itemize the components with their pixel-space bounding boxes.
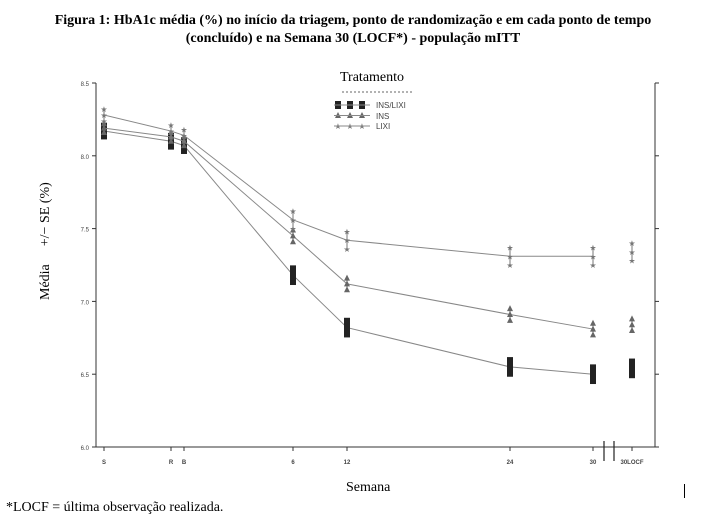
x-tick-label: 6 [291,460,295,466]
point-lixi: ★ [167,127,174,136]
point-lower-lixi: ★ [628,257,635,266]
point-ins [290,232,296,239]
point-lower-ins-lixi [168,141,174,150]
point-upper-lixi: ★ [506,244,513,253]
title-line-2: (concluído) e na Semana 30 (LOCF*) - pop… [185,31,521,46]
point-ins [507,311,513,318]
point-lower-ins [629,327,635,334]
point-ins [629,321,635,328]
point-lower-ins [590,331,596,338]
point-upper-lixi: ★ [289,207,296,216]
point-upper-ins-lixi [290,265,296,274]
x-tick-label: 30LOCF [620,460,643,466]
point-upper-ins-lixi [590,364,596,373]
point-lixi: ★ [343,236,350,245]
point-lixi: ★ [180,131,187,140]
point-lower-ins-lixi [507,368,513,377]
point-lower-lixi: ★ [506,261,513,270]
point-upper-ins [344,274,350,281]
point-lixi: ★ [589,252,596,261]
point-ins [101,124,107,131]
point-lixi: ★ [628,248,635,257]
x-tick-label: 30 [590,460,597,466]
point-lower-ins-lixi [290,277,296,286]
x-tick-label: 12 [344,460,351,466]
point-lixi: ★ [100,111,107,120]
y-axis-label-mean: Média [38,264,53,300]
legend-label-ins-lixi: INS/LIXI [376,101,406,110]
point-lower-ins [168,137,174,144]
y-tick-label: 7.5 [81,228,90,234]
point-lower-ins [181,142,187,149]
point-ins-lixi [507,362,513,371]
point-lower-lixi: ★ [180,137,187,146]
legend-label-ins: INS [376,112,390,121]
y-axis-label-se: +/− SE (%) [38,182,53,247]
corner-mark [684,484,685,498]
point-lower-lixi: ★ [289,225,296,234]
point-lower-lixi: ★ [100,117,107,126]
point-upper-lixi: ★ [343,228,350,237]
y-tick-label: 7.0 [81,300,90,306]
point-upper-ins-lixi [629,358,635,367]
x-axis-label: Semana [346,480,391,495]
point-ins [590,325,596,332]
point-lower-ins [101,129,107,136]
x-tick-label: 24 [507,460,514,466]
legend-title: Tratamento [340,70,405,85]
y-tick-label: 6.0 [81,446,90,452]
point-lixi: ★ [506,252,513,261]
point-lower-ins-lixi [101,131,107,140]
point-upper-lixi: ★ [167,121,174,130]
point-lower-ins-lixi [181,145,187,154]
y-axis-label: Média +/− SE (%) [38,164,54,300]
point-lower-ins [344,286,350,293]
point-upper-ins-lixi [507,357,513,366]
point-upper-lixi: ★ [100,105,107,114]
title-line-1: Figura 1: HbA1c média (%) no início da t… [54,13,652,28]
point-lower-ins-lixi [590,376,596,385]
point-lower-ins-lixi [629,370,635,379]
point-upper-ins [101,120,107,127]
point-ins-lixi [290,271,296,280]
legend-label-lixi: LIXI [376,122,391,131]
point-ins-lixi [344,323,350,332]
x-tick-label: S [102,460,106,466]
point-upper-lixi: ★ [589,244,596,253]
point-ins [344,280,350,287]
point-lower-ins [290,238,296,245]
point-lower-ins-lixi [344,329,350,338]
y-tick-label: 8.0 [81,155,90,161]
point-lixi: ★ [289,216,296,225]
y-tick-label: 6.5 [81,373,90,379]
point-upper-lixi: ★ [628,239,635,248]
point-ins-lixi [590,370,596,379]
point-upper-lixi: ★ [180,126,187,135]
x-tick-label: R [169,460,174,466]
point-ins-lixi [629,364,635,373]
point-upper-ins-lixi [344,317,350,326]
chart-title: Figura 1: HbA1c média (%) no início da t… [0,12,706,48]
point-lower-lixi: ★ [167,133,174,142]
point-lower-lixi: ★ [589,261,596,270]
point-upper-ins [629,315,635,322]
footnote: *LOCF = última observação realizada. [6,500,224,515]
point-lower-ins [507,316,513,323]
point-lower-lixi: ★ [343,245,350,254]
y-tick-label: 8.5 [81,82,90,88]
point-upper-ins [590,319,596,326]
point-upper-ins [507,305,513,312]
point-upper-ins [290,226,296,233]
x-tick-label: B [182,460,187,466]
